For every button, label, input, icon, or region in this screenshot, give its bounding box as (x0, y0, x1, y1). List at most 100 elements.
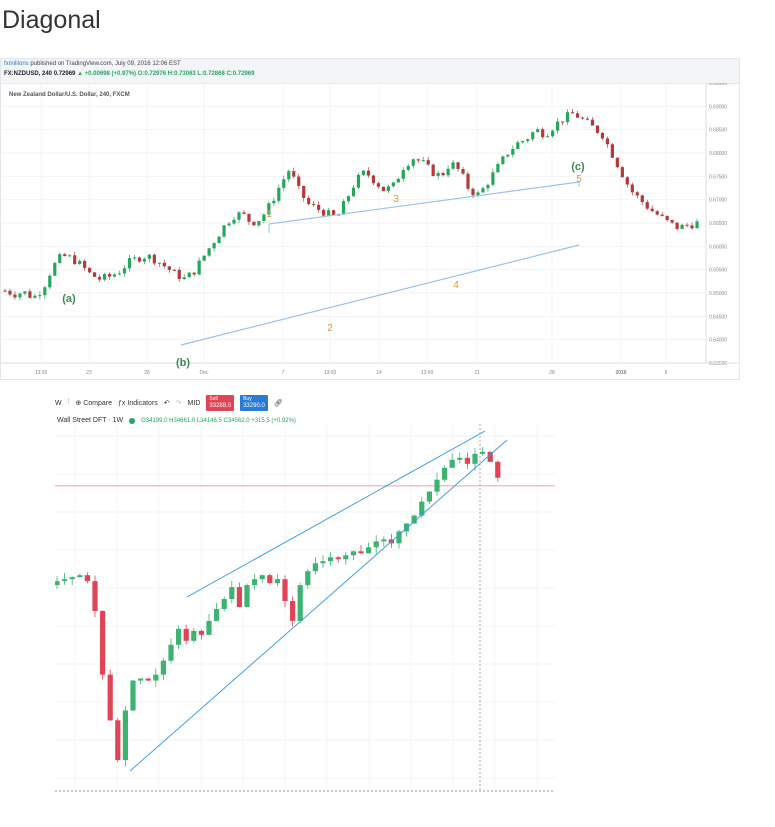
mid-button[interactable]: MID (187, 399, 201, 407)
candle-body (77, 575, 83, 578)
candle-body (495, 461, 501, 478)
candle-body (214, 608, 220, 621)
compare-button[interactable]: ⊕ Compare (75, 399, 112, 408)
candle-body (516, 142, 520, 149)
link-icon[interactable]: 🔗︎ (273, 400, 283, 407)
buy-button[interactable]: Buy 33290.0 (240, 395, 268, 411)
x-tick-label: 23 (86, 370, 92, 376)
candle-body (122, 268, 127, 274)
x-tick-label: 26 (144, 370, 150, 376)
candle-body (600, 132, 605, 139)
sell-label: Sell (209, 396, 218, 402)
candle-body (317, 204, 321, 210)
candle-body (486, 184, 490, 189)
candle-body (130, 680, 136, 711)
candle-body (167, 266, 171, 270)
candle-body (69, 577, 75, 580)
candle-body (436, 173, 440, 176)
candle-body (665, 215, 669, 221)
interval-button[interactable]: W (55, 399, 62, 407)
wave-label: 4 (453, 280, 459, 291)
candle-body (327, 210, 331, 216)
candle-body (172, 269, 176, 271)
candle-body (541, 129, 545, 138)
candle-body (102, 274, 107, 280)
candle-body (650, 208, 654, 212)
candle-body (58, 254, 62, 263)
candle-body (406, 165, 410, 170)
candle-body (3, 290, 7, 292)
candle-body (526, 139, 530, 142)
undo-icon[interactable]: ↶ (163, 400, 170, 407)
symbol: FX:NZDUSD, 240 (4, 71, 53, 77)
y-tick-label: 0.64000 (709, 338, 727, 344)
candle-body (655, 211, 659, 215)
candle-body (615, 157, 619, 168)
candle-body (176, 628, 182, 645)
wave-label: 5 (576, 174, 582, 185)
x-tick-label: Dec (200, 370, 209, 376)
sell-button[interactable]: Sell 33288.0 (206, 395, 235, 411)
publish-line: fxmillions published on TradingView.com,… (4, 61, 181, 67)
candle-body (480, 451, 486, 454)
y-tick-label: 0.68500 (709, 128, 727, 134)
candle-body (307, 197, 311, 205)
nzdusd-plot: 0.69500 0.69000 0.68500 0.68000 0.67500 0.670… (1, 83, 739, 376)
candle-body (212, 243, 216, 249)
candle-body (202, 255, 206, 261)
candle-body (145, 678, 151, 681)
candle-body (229, 587, 235, 600)
candle-body (107, 274, 112, 277)
candle-body (83, 260, 87, 268)
function-icon: ƒx (118, 399, 126, 407)
candle-body (625, 177, 629, 185)
wedge-upper-line (186, 430, 486, 598)
candle-body (55, 581, 60, 586)
candle-body (546, 136, 550, 138)
author-link[interactable]: fxmillions (4, 61, 29, 67)
sell-price: 33288.0 (209, 403, 232, 409)
candle-body (585, 118, 590, 120)
x-tick-label: 13:00 (324, 370, 337, 376)
candle-body (645, 202, 649, 209)
candle-body (137, 257, 142, 262)
indicators-label: Indicators (127, 399, 158, 407)
candle-body (506, 154, 510, 157)
chart-type-icon[interactable]: ⫶ (67, 399, 70, 406)
candle-body (556, 121, 560, 131)
candle-body (561, 121, 565, 123)
candle-body (442, 467, 448, 480)
candle-body (421, 160, 425, 162)
indicators-button[interactable]: ƒx Indicators (118, 400, 158, 407)
candle-body (695, 221, 699, 229)
candle-body (351, 187, 356, 197)
candle-body (565, 112, 570, 123)
candle-body (160, 660, 166, 675)
candle-body (138, 678, 144, 681)
candle-body (33, 295, 37, 298)
candle-body (13, 294, 17, 298)
candle-body (305, 571, 311, 586)
candle-body (100, 610, 106, 675)
candle-body (162, 262, 166, 267)
wedge-lower-line (180, 244, 580, 346)
candle-body (401, 169, 405, 179)
candle-body (38, 295, 42, 297)
candle-body (221, 599, 227, 609)
candle-body (640, 195, 644, 203)
candle-body (192, 272, 196, 275)
candle-body (449, 459, 455, 468)
candle-body (302, 185, 306, 198)
candle-body (237, 212, 241, 220)
x-tick-label: 13:00 (35, 370, 48, 376)
candle-body (431, 164, 435, 176)
candle-body (366, 547, 372, 554)
page-title: Diagonal (2, 6, 101, 34)
nzdusd-chart: fxmillions published on TradingView.com,… (0, 58, 740, 380)
candle-body (274, 579, 280, 584)
redo-icon[interactable]: ↷ (175, 400, 182, 407)
candle-body (457, 457, 463, 460)
plus-circle-icon: ⊕ (75, 400, 82, 407)
candle-body (570, 112, 575, 114)
candle-body (464, 457, 470, 464)
